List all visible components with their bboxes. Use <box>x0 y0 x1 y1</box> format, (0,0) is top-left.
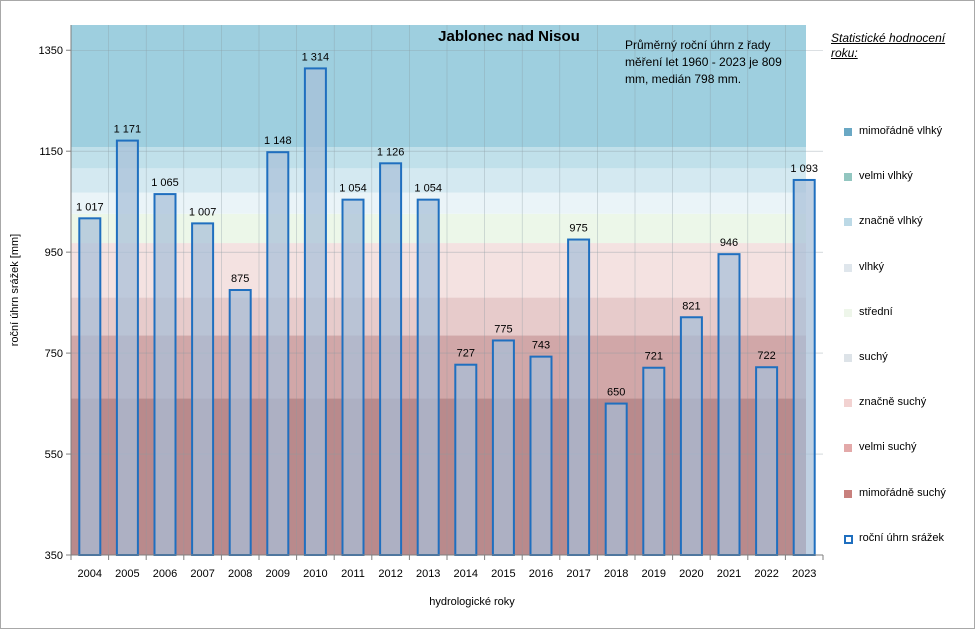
data-label-2021: 946 <box>720 237 738 249</box>
bar-2010 <box>303 67 327 557</box>
grid-layer <box>71 25 823 555</box>
x-tick-label-2008: 2008 <box>228 568 252 580</box>
legend-swatch <box>844 444 852 453</box>
legend-swatch <box>844 308 852 317</box>
x-tick-label-2020: 2020 <box>679 568 703 580</box>
x-tick-label-2016: 2016 <box>529 568 553 580</box>
legend-label: suchý <box>859 351 888 363</box>
x-tick-label-2010: 2010 <box>303 568 327 580</box>
x-tick-label-2012: 2012 <box>378 568 402 580</box>
data-label-2014: 727 <box>457 348 475 360</box>
x-tick-label-2013: 2013 <box>416 568 440 580</box>
data-label-2010: 1 314 <box>302 51 330 63</box>
data-label-2023: 1 093 <box>790 163 818 175</box>
bar-2023 <box>792 178 816 556</box>
labels-layer: 1 017 1 171 1 065 1 007 875 1 148 1 314 1 054 1 … <box>76 51 818 398</box>
legend-swatch <box>844 399 852 408</box>
legend-label: mimořádně vlhký <box>859 125 943 137</box>
data-label-2006: 1 065 <box>151 177 179 189</box>
data-label-2011: 1 054 <box>339 183 367 195</box>
bar-2016 <box>529 355 553 556</box>
y-tick-label: 1350 <box>39 45 63 57</box>
bar-2021 <box>717 253 741 557</box>
y-tick-label: 350 <box>45 550 63 562</box>
bar-2011 <box>341 198 365 556</box>
legend-label: velmi vlhký <box>859 170 913 183</box>
x-tick-label-2023: 2023 <box>792 568 816 580</box>
legend-swatch <box>844 128 852 136</box>
bar-2009 <box>266 151 290 556</box>
bar-2012 <box>379 162 403 557</box>
x-tick-label-2022: 2022 <box>754 568 778 580</box>
x-tick-label-2015: 2015 <box>491 568 515 580</box>
legend-swatch <box>844 218 852 227</box>
data-label-2005: 1 171 <box>114 124 142 136</box>
band-6 <box>71 168 806 193</box>
y-tick-label: 1150 <box>39 146 63 158</box>
legend-label: střední <box>859 305 893 318</box>
x-tick-label-2019: 2019 <box>642 568 666 580</box>
bar-2005 <box>115 139 139 556</box>
axis-layer: 350 550 750 950 1150 1350 2004 2005 2006 2007 2008… <box>39 25 824 580</box>
chart-title: Jablonec nad Nisou <box>438 28 580 45</box>
x-tick-label-2004: 2004 <box>78 568 102 580</box>
x-tick-label-2021: 2021 <box>717 568 741 580</box>
bar-2014 <box>454 363 478 557</box>
data-label-2019: 721 <box>645 351 663 363</box>
chart-note: Průměrný roční úhrn z řady měření let 19… <box>625 38 782 86</box>
data-label-2022: 722 <box>757 350 775 362</box>
legend-swatch <box>844 263 852 272</box>
bar-2008 <box>228 289 252 556</box>
legend-label: velmi suchý <box>859 441 917 454</box>
data-label-2015: 775 <box>494 323 512 335</box>
y-tick-label: 550 <box>45 449 63 461</box>
legend-label: značně vlhký <box>859 215 923 228</box>
data-label-2012: 1 126 <box>377 146 405 158</box>
x-tick-label-2007: 2007 <box>190 568 214 580</box>
y-tick-label: 950 <box>45 247 63 259</box>
legend-label: roční úhrn srážek <box>859 531 944 544</box>
legend-swatch <box>844 354 852 362</box>
data-label-2020: 821 <box>682 300 700 312</box>
band-8 <box>71 25 806 148</box>
band-7 <box>71 147 806 169</box>
data-label-2004: 1 017 <box>76 201 104 213</box>
legend-label: vlhký <box>859 260 885 273</box>
x-axis-label: hydrologické roky <box>429 596 515 608</box>
data-label-2018: 650 <box>607 387 625 399</box>
bar-2007 <box>191 222 215 556</box>
legend-swatch <box>844 489 852 498</box>
legend-label: značně suchý <box>859 396 927 409</box>
bar-2004 <box>78 217 102 556</box>
data-label-2007: 1 007 <box>189 206 217 218</box>
bar-2017 <box>567 238 591 556</box>
data-label-2009: 1 148 <box>264 135 292 147</box>
bar-2015 <box>491 339 515 556</box>
y-tick-label: 750 <box>45 348 63 360</box>
legend-swatch <box>844 173 852 182</box>
y-axis-label: roční úhrn srážek [mm] <box>9 234 21 346</box>
bar-2018 <box>604 402 628 557</box>
data-label-2016: 743 <box>532 340 550 352</box>
x-tick-label-2009: 2009 <box>266 568 290 580</box>
data-label-2013: 1 054 <box>414 183 442 195</box>
bar-2006 <box>153 193 177 556</box>
bar-2019 <box>642 366 666 556</box>
legend-title: Statistické hodnocení roku: <box>831 31 946 60</box>
x-tick-label-2018: 2018 <box>604 568 628 580</box>
data-label-2017: 975 <box>569 223 587 235</box>
legend-swatch <box>844 534 853 544</box>
x-tick-label-2005: 2005 <box>115 568 139 580</box>
legend-label: mimořádně suchý <box>859 486 946 499</box>
x-tick-label-2014: 2014 <box>454 568 478 580</box>
bar-2013 <box>416 198 440 556</box>
bar-2022 <box>755 366 779 556</box>
x-tick-label-2017: 2017 <box>566 568 590 580</box>
data-label-2008: 875 <box>231 273 249 285</box>
bar-2020 <box>679 316 703 556</box>
x-tick-label-2006: 2006 <box>153 568 177 580</box>
x-tick-label-2011: 2011 <box>341 568 365 580</box>
